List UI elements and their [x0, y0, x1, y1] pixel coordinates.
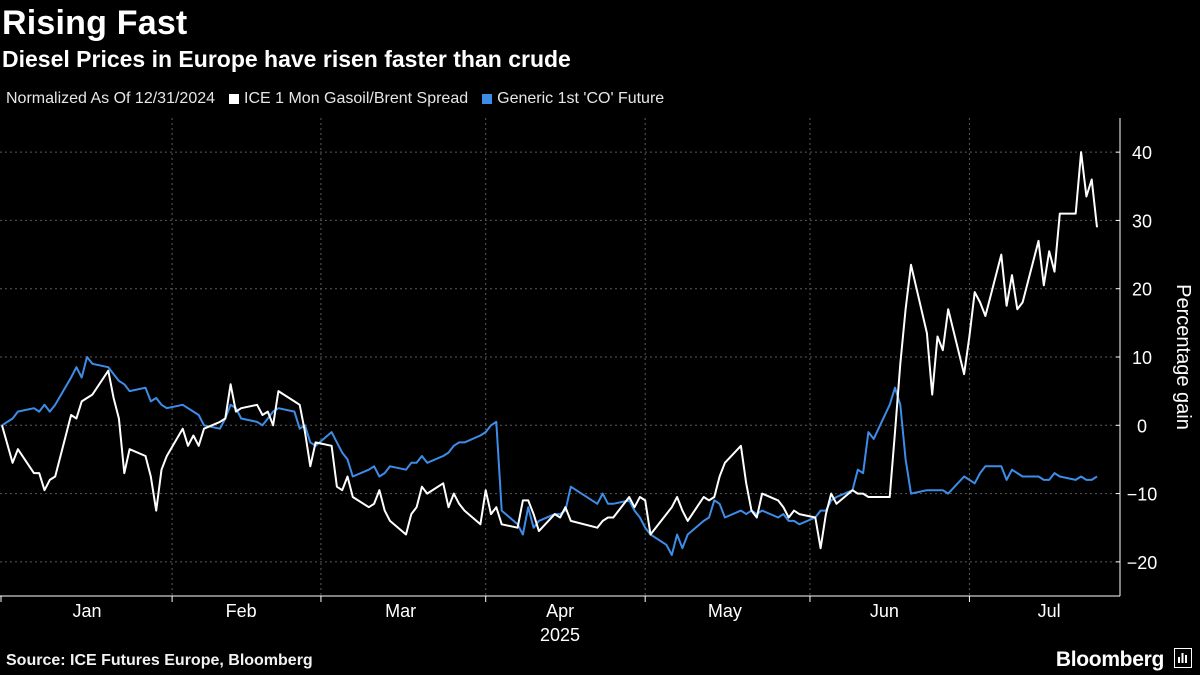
y-tick-label: 40	[1132, 143, 1152, 163]
series-lines	[1, 151, 1098, 556]
series-line-gasoil-spread	[1, 151, 1098, 550]
x-tick-label-jan: Jan	[73, 601, 102, 621]
legend-note: Normalized As Of 12/31/2024	[6, 90, 216, 107]
legend: Normalized As Of 12/31/2024 ICE 1 Mon Ga…	[6, 90, 664, 108]
legend-swatch-gasoil-spread	[229, 94, 240, 104]
y-axis-label: Percentage gain	[1172, 284, 1194, 430]
bloomberg-chart-icon	[1174, 648, 1192, 668]
x-tick-label-may: May	[708, 601, 742, 621]
x-tick-label-mar: Mar	[385, 601, 416, 621]
x-axis: Jan Feb Mar Apr May Jun Jul	[0, 595, 1120, 621]
x-tick-label-jul: Jul	[1038, 601, 1061, 621]
series-line-brent-future	[1, 356, 1098, 556]
gridlines	[0, 118, 1120, 596]
x-tick-label-apr: Apr	[546, 601, 574, 621]
y-tick-label: 0	[1137, 416, 1147, 436]
y-axis: 40 30 20 10 0 −10 −20	[1116, 118, 1157, 596]
source-note: Source: ICE Futures Europe, Bloomberg	[6, 652, 313, 669]
bloomberg-logo: Bloomberg	[1055, 648, 1164, 671]
x-axis-year-label: 2025	[540, 625, 580, 645]
chart-subtitle: Diesel Prices in Europe have risen faste…	[2, 46, 571, 72]
legend-label-gasoil-spread: ICE 1 Mon Gasoil/Brent Spread	[244, 90, 469, 107]
y-tick-label: −20	[1127, 553, 1158, 573]
legend-item-brent-future[interactable]: Generic 1st 'CO' Future	[482, 90, 664, 108]
x-tick-label-feb: Feb	[226, 601, 257, 621]
y-tick-label: 10	[1132, 348, 1152, 368]
y-tick-label: 30	[1132, 211, 1152, 231]
chart-title: Rising Fast	[2, 4, 188, 42]
y-tick-label: 20	[1132, 280, 1152, 300]
legend-swatch-brent-future	[482, 94, 493, 104]
y-tick-label: −10	[1127, 485, 1158, 505]
legend-label-brent-future: Generic 1st 'CO' Future	[497, 90, 665, 107]
legend-item-gasoil-spread[interactable]: ICE 1 Mon Gasoil/Brent Spread	[229, 90, 468, 108]
x-tick-label-jun: Jun	[870, 601, 899, 621]
